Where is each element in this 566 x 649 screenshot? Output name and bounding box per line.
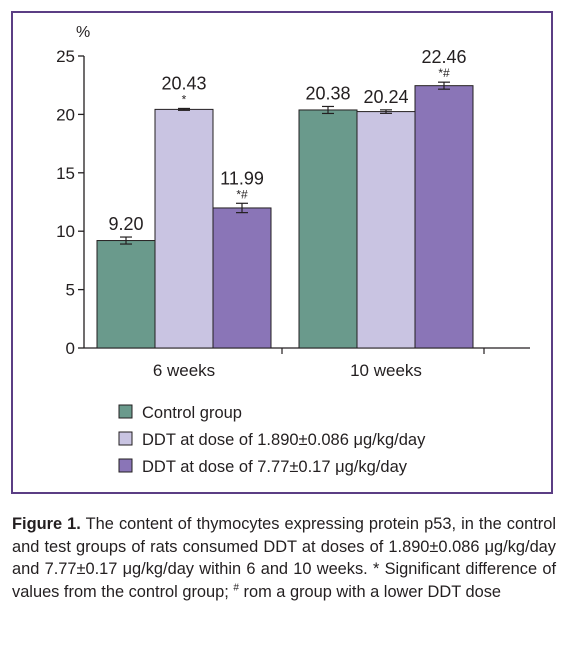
- y-axis-label: %: [76, 24, 90, 41]
- data-label: 11.99: [220, 168, 264, 188]
- bar: [414, 85, 474, 349]
- y-tick-label: 5: [66, 281, 75, 300]
- caption-superscript: #: [233, 582, 239, 594]
- bar: [356, 111, 416, 349]
- y-tick-label: 10: [56, 222, 75, 241]
- legend-swatch: [118, 404, 133, 419]
- x-tick-label: 6 weeks: [153, 361, 215, 380]
- significance-mark: *: [182, 92, 187, 106]
- y-tick-label: 25: [56, 47, 75, 66]
- bar: [212, 207, 272, 349]
- legend-label: Control group: [142, 404, 242, 422]
- legend-swatch: [118, 458, 133, 473]
- caption-text: The content of thymocytes expressing pro…: [12, 515, 556, 601]
- legend-label: DDT at dose of 1.890±0.086 μg/kg/day: [142, 431, 426, 449]
- data-label: 20.24: [363, 87, 408, 107]
- y-tick-label: 20: [56, 105, 75, 124]
- x-tick-label: 10 weeks: [350, 361, 422, 380]
- data-label: 9.20: [108, 214, 143, 234]
- figure-caption: Figure 1. The content of thymocytes expr…: [12, 513, 556, 603]
- data-label: 20.38: [305, 83, 350, 103]
- y-tick-label: 15: [56, 164, 75, 183]
- significance-mark: *#: [236, 187, 248, 201]
- caption-text-end: rom a group with a lower DDT dose: [238, 582, 502, 601]
- caption-label: Figure 1.: [12, 515, 81, 533]
- legend-swatch: [118, 431, 133, 446]
- significance-mark: *#: [438, 66, 450, 80]
- bar: [96, 240, 156, 349]
- legend-label: DDT at dose of 7.77±0.17 μg/kg/day: [142, 458, 408, 476]
- bar: [298, 109, 358, 349]
- bar: [154, 108, 214, 349]
- data-label: 22.46: [421, 47, 466, 67]
- figure-frame: [11, 11, 553, 494]
- y-tick-label: 0: [66, 339, 75, 358]
- data-label: 20.43: [161, 73, 206, 93]
